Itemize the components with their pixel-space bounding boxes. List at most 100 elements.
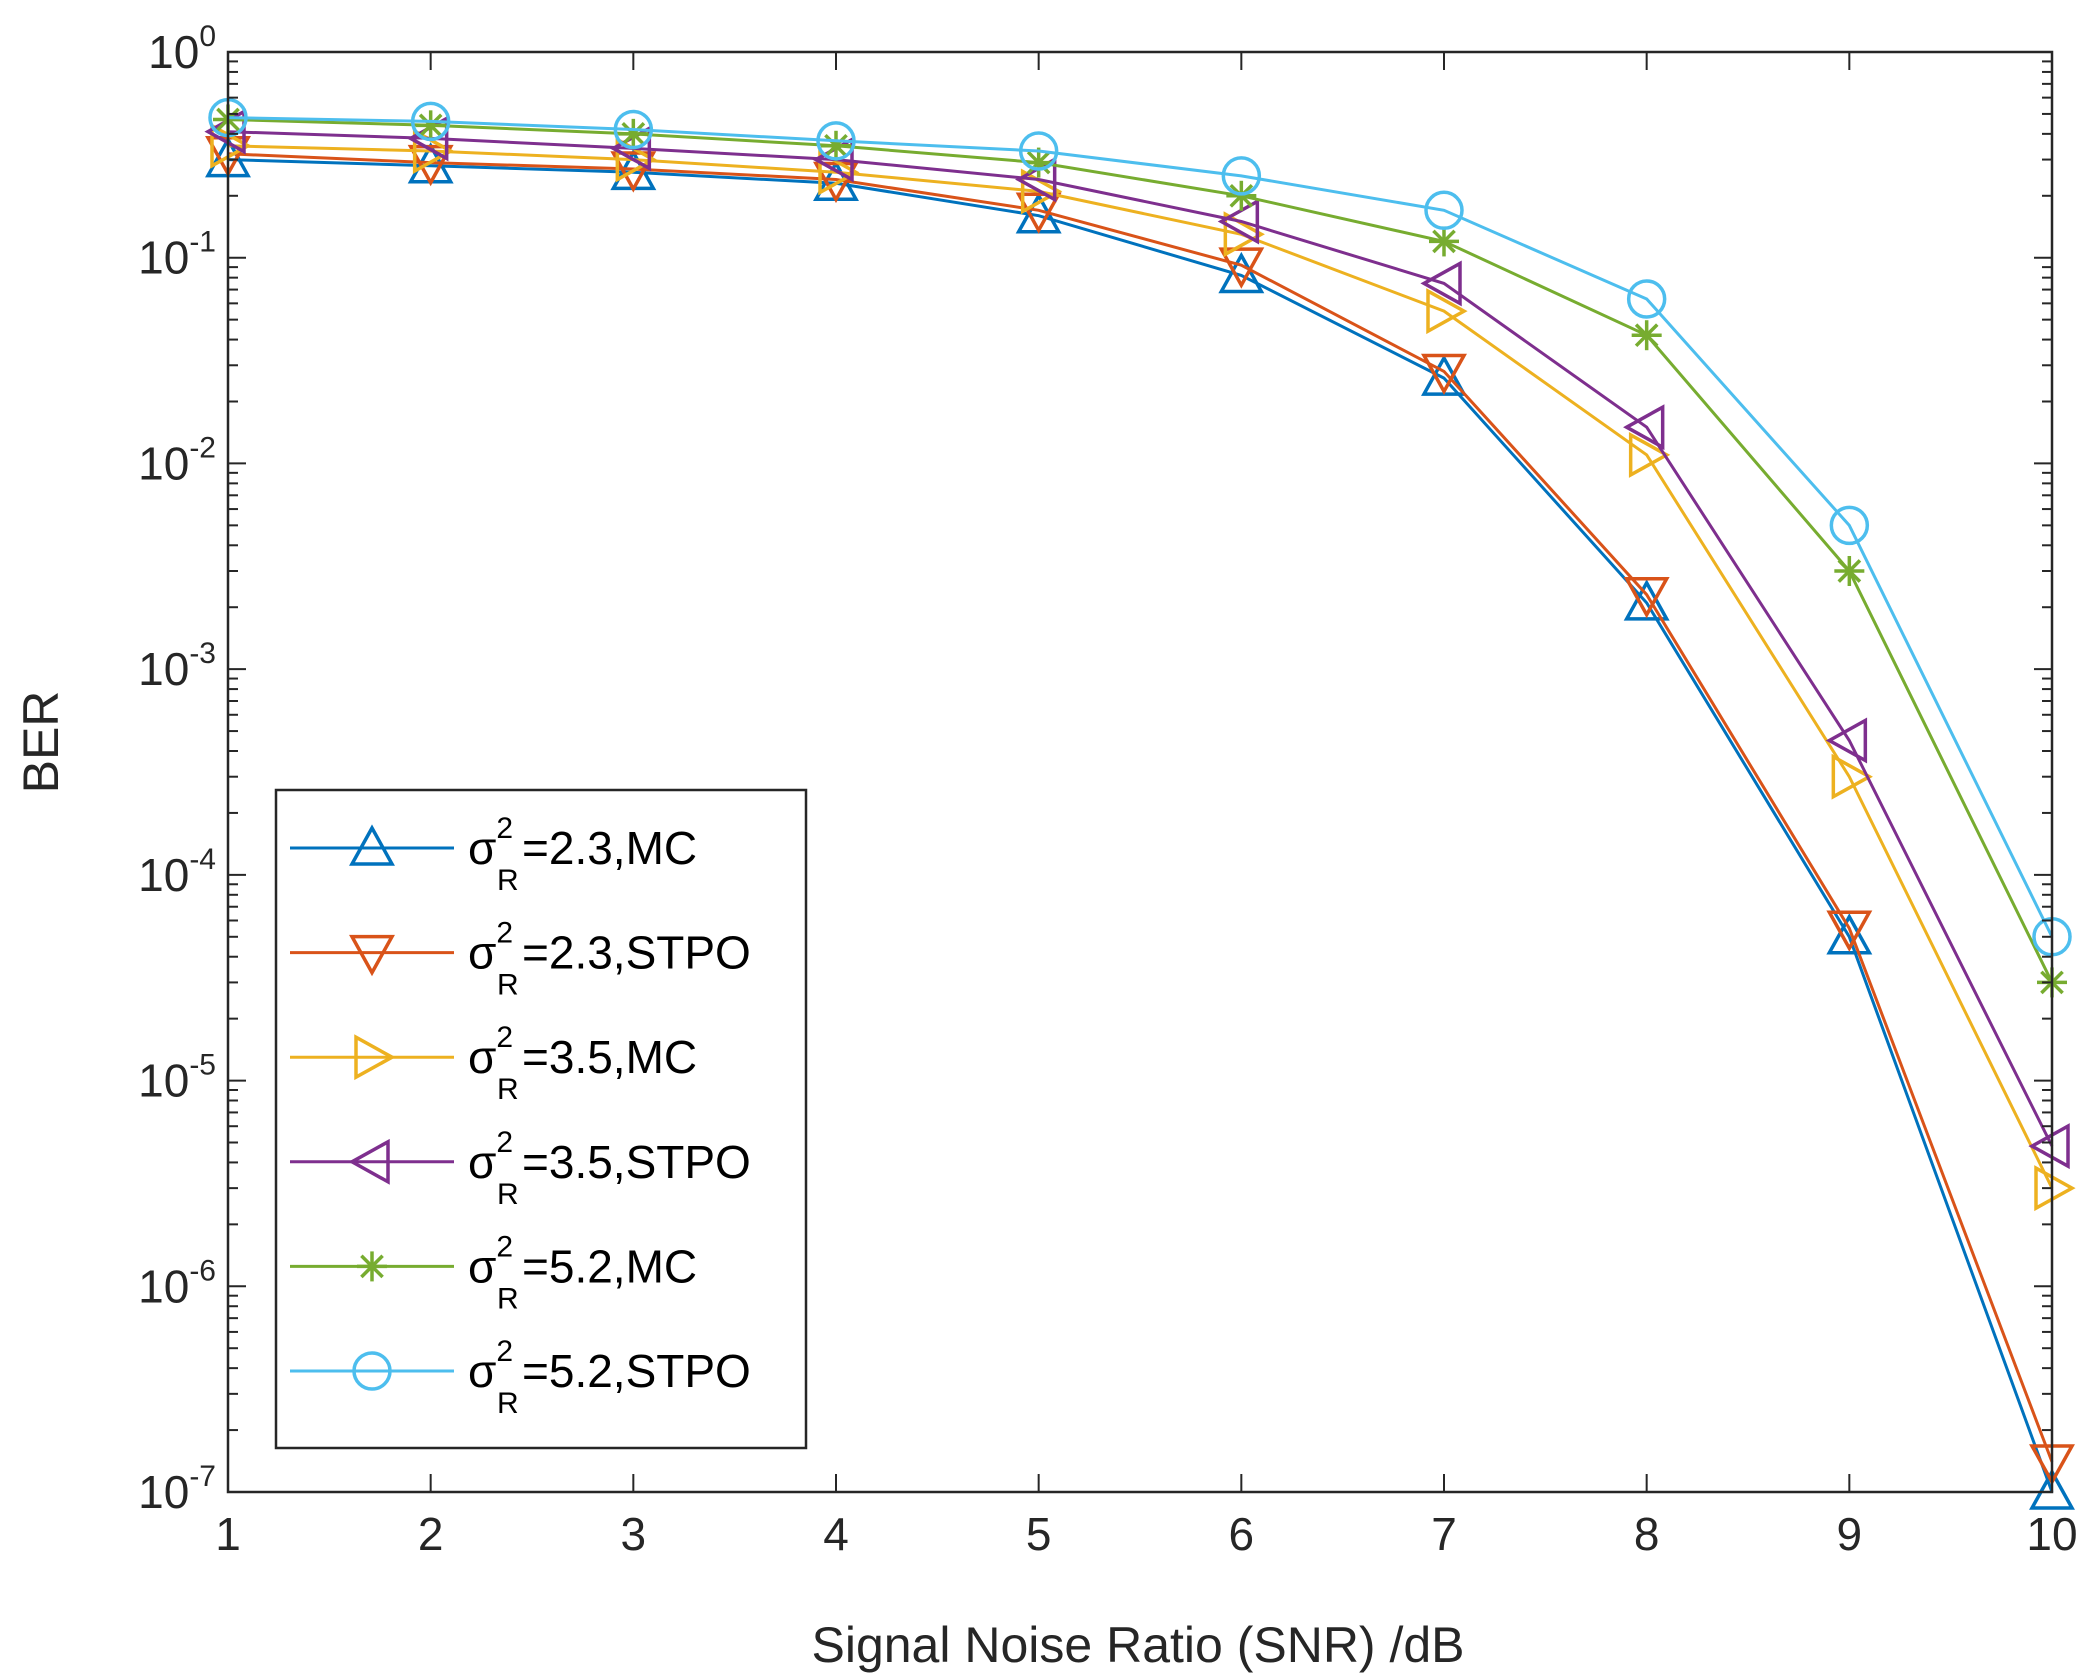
y-axis-title: BER — [13, 691, 69, 794]
x-tick-label: 2 — [418, 1508, 444, 1560]
series-line — [227, 130, 2054, 1147]
series-marker — [813, 161, 859, 204]
legend-entry: σ2 R=3.5,STPO — [290, 1126, 751, 1211]
series-marker — [1623, 404, 1665, 451]
series-line — [227, 158, 2054, 1493]
series-marker — [1829, 505, 1870, 546]
series-marker — [821, 130, 851, 161]
series-marker — [1626, 279, 1667, 319]
y-tick-base: 10 — [138, 1466, 189, 1518]
y-tick-exponent: -5 — [189, 1049, 216, 1082]
y-tick-label: 10-6 — [138, 1254, 216, 1312]
axes-box — [226, 50, 2054, 1494]
x-axis-title: Signal Noise Ratio (SNR) /dB — [811, 1617, 1464, 1673]
series-marker — [1018, 131, 1059, 171]
series-marker — [410, 101, 451, 142]
legend-label: σ2 R=3.5,STPO — [468, 1126, 751, 1211]
legend-label: σ2 R=3.5,MC — [468, 1021, 697, 1106]
series-marker — [1623, 579, 1670, 621]
legend-label: σ2 R=2.3,MC — [468, 812, 697, 897]
series-marker — [415, 110, 446, 141]
series-marker — [1218, 247, 1265, 289]
x-tick-label: 6 — [1229, 1508, 1255, 1560]
series-marker — [1623, 576, 1670, 619]
legend: σ2 R=2.3,MC σ2 R=2.3,STPO σ2 R=3.5,MC σ2 R=3.5,… — [274, 788, 808, 1450]
legend-marker — [354, 1034, 396, 1081]
y-tick-exponent: 0 — [199, 20, 216, 53]
y-tick-label: 10-5 — [138, 1049, 216, 1107]
series-marker — [1217, 198, 1260, 245]
legend-entry: σ2 R=5.2,STPO — [290, 1335, 751, 1420]
x-tick-label: 9 — [1837, 1508, 1863, 1560]
x-tick-label: 3 — [621, 1508, 647, 1560]
y-tick-base: 10 — [138, 437, 189, 489]
series-6 — [208, 97, 2072, 957]
y-tick-exponent: -7 — [189, 1460, 216, 1493]
series-marker — [1218, 251, 1265, 294]
y-tick-exponent: -3 — [189, 637, 216, 670]
y-tick-exponent: -4 — [189, 843, 216, 876]
series-marker — [609, 125, 652, 172]
y-tick-base: 10 — [138, 1260, 189, 1312]
series-marker — [1424, 190, 1464, 231]
x-tick-label: 4 — [823, 1508, 849, 1560]
series-marker — [1426, 288, 1468, 335]
series-marker — [2034, 1165, 2076, 1212]
series-marker — [613, 109, 654, 150]
series-marker — [1429, 226, 1459, 257]
series-marker — [1221, 156, 1262, 196]
series-marker — [610, 151, 657, 193]
legend-entry: σ2 R=3.5,MC — [290, 1021, 697, 1106]
x-tick-label: 7 — [1431, 1508, 1457, 1560]
series-line — [227, 118, 2054, 984]
legend-label: σ2 R=5.2,STPO — [468, 1335, 751, 1420]
series-marker — [412, 128, 455, 175]
series-marker — [1420, 260, 1462, 307]
legend-entry: σ2 R=2.3,STPO — [290, 917, 751, 1002]
series-marker — [818, 149, 860, 196]
x-tick-label: 10 — [2026, 1508, 2077, 1560]
y-tick-label: 100 — [148, 20, 216, 78]
x-tick-label: 8 — [1634, 1508, 1660, 1560]
series-marker — [1825, 717, 1868, 764]
series-marker — [407, 144, 454, 187]
y-tick-base: 10 — [138, 849, 189, 901]
legend-entry: σ2 R=5.2,MC — [290, 1230, 697, 1315]
series-layer — [204, 97, 2076, 1510]
legend-label: σ2 R=5.2,MC — [468, 1230, 697, 1315]
x-tick-label: 5 — [1026, 1508, 1052, 1560]
legend-marker — [357, 1251, 387, 1282]
y-tick-label: 10-1 — [138, 226, 216, 284]
legend-marker — [349, 824, 395, 866]
y-tick-base: 10 — [138, 643, 189, 695]
y-tick-exponent: -6 — [189, 1254, 216, 1287]
series-marker — [2029, 1468, 2075, 1510]
series-marker — [1421, 353, 1467, 396]
y-tick-base: 10 — [148, 26, 199, 78]
series-marker — [1826, 913, 1873, 955]
legend-marker — [349, 934, 395, 977]
y-tick-base: 10 — [138, 232, 189, 284]
series-marker — [816, 121, 856, 161]
legend-box — [274, 788, 808, 1450]
y-tick-exponent: -1 — [189, 226, 216, 259]
series-marker — [1223, 211, 1265, 258]
series-marker — [2028, 1123, 2070, 1170]
series-line — [227, 116, 2054, 938]
series-marker — [1023, 147, 1054, 178]
y-tick-label: 10-7 — [138, 1460, 216, 1518]
series-marker — [1226, 180, 1257, 211]
series-marker — [1628, 431, 1671, 478]
legend-label: σ2 R=2.3,STPO — [468, 917, 751, 1002]
legend-marker — [348, 1138, 390, 1185]
series-marker — [1631, 320, 1662, 351]
x-tick-label: 1 — [215, 1508, 241, 1560]
y-tick-base: 10 — [138, 1055, 189, 1107]
series-marker — [1015, 192, 1062, 234]
series-marker — [1834, 555, 1865, 586]
y-tick-label: 10-3 — [138, 637, 216, 695]
y-tick-label: 10-2 — [138, 431, 216, 489]
series-line — [227, 144, 2054, 1189]
y-tick-exponent: -2 — [189, 431, 216, 464]
